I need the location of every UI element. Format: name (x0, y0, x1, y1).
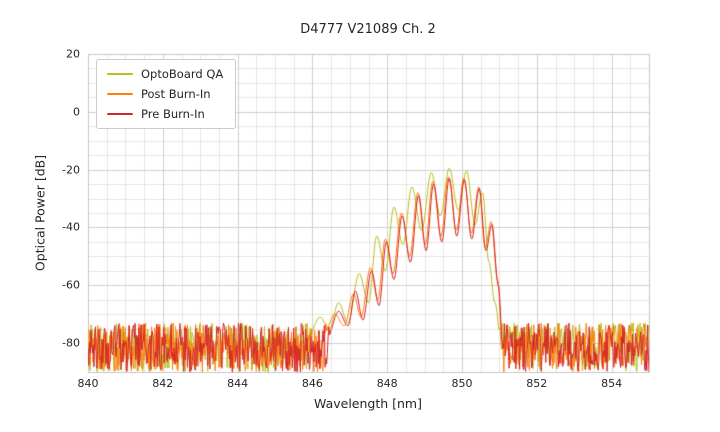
y-tick-label: -60 (62, 278, 80, 292)
legend-line-swatch-optoboard-qa (107, 73, 133, 75)
x-axis-label: Wavelength [nm] (314, 396, 422, 411)
legend: OptoBoard QA Post Burn-In Pre Burn-In (96, 59, 237, 129)
legend-label: Post Burn-In (141, 87, 211, 101)
legend-line-swatch-post-burn-in (107, 93, 133, 95)
chart-title: D4777 V21089 Ch. 2 (300, 22, 436, 37)
x-tick-label: 844 (227, 377, 249, 390)
x-tick-label: 852 (526, 377, 548, 390)
y-tick-label: -80 (62, 336, 80, 350)
y-tick-label: 20 (66, 47, 80, 61)
legend-label: OptoBoard QA (141, 67, 224, 81)
legend-line-swatch-pre-burn-in (107, 113, 133, 115)
y-tick-label: 0 (73, 105, 80, 119)
x-tick-label: 840 (77, 377, 99, 390)
x-tick-label: 848 (376, 377, 398, 390)
y-axis-label: Optical Power [dB] (32, 154, 48, 272)
legend-item: Pre Burn-In (107, 107, 223, 121)
legend-item: OptoBoard QA (107, 67, 223, 81)
x-tick-label: 842 (152, 377, 174, 390)
x-tick-label: 846 (301, 377, 323, 390)
legend-label: Pre Burn-In (141, 107, 205, 121)
x-tick-label: 850 (451, 377, 473, 390)
x-tick-label: 854 (601, 377, 623, 390)
legend-item: Post Burn-In (107, 87, 223, 101)
y-tick-label: -40 (62, 220, 80, 234)
y-tick-label: -20 (62, 163, 80, 177)
